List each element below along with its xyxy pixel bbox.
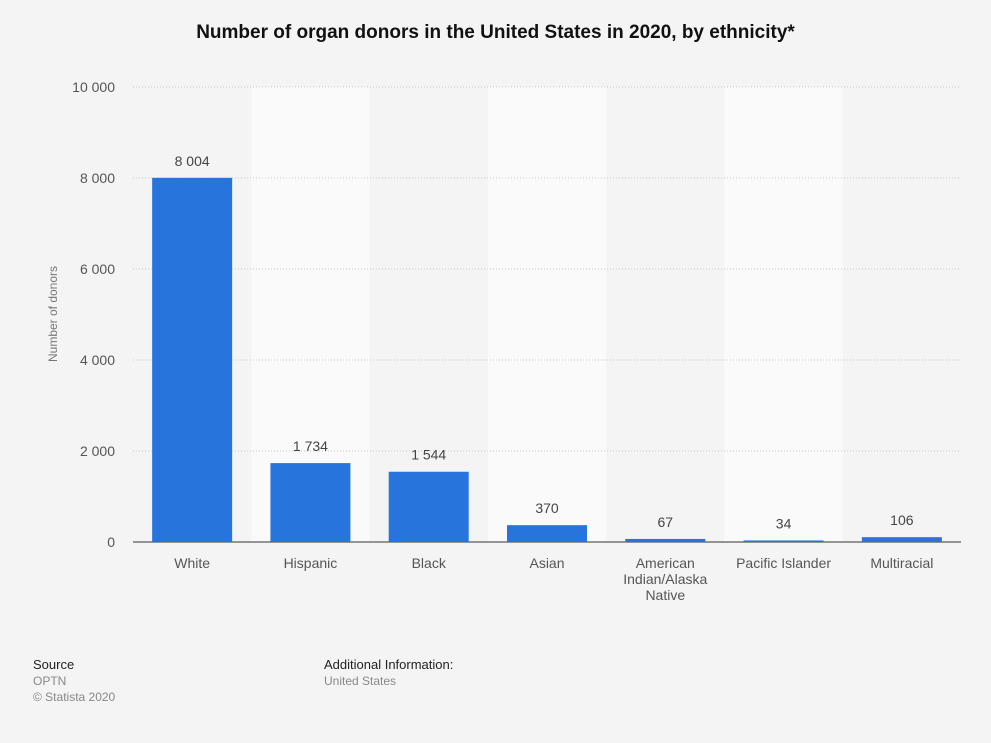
copyright-text: © Statista 2020 xyxy=(33,690,116,704)
bar-value-label: 34 xyxy=(776,515,792,531)
bar-value-label: 67 xyxy=(657,514,673,530)
chart-title: Number of organ donors in the United Sta… xyxy=(196,22,795,43)
x-tick-label: Indian/Alaska xyxy=(623,571,707,587)
y-tick-label: 10 000 xyxy=(72,79,115,95)
x-tick-label: Multiracial xyxy=(870,555,933,571)
y-axis-title: Number of donors xyxy=(46,266,60,362)
bar xyxy=(625,538,706,542)
bar-value-label: 8 004 xyxy=(175,153,210,169)
source-name: OPTN xyxy=(33,674,67,688)
y-tick-label: 8 000 xyxy=(80,170,115,186)
bar xyxy=(270,463,351,542)
bar xyxy=(388,471,469,542)
additional-info-block: Additional Information: United States xyxy=(324,657,453,689)
bar-value-label: 1 734 xyxy=(293,438,328,454)
y-tick-label: 2 000 xyxy=(80,443,115,459)
y-tick-label: 0 xyxy=(107,534,115,550)
bar xyxy=(507,525,587,542)
column-band xyxy=(487,87,607,542)
x-tick-label: Hispanic xyxy=(284,555,338,571)
additional-info-text: United States xyxy=(324,674,397,688)
additional-info-heading: Additional Information: xyxy=(324,657,454,672)
bar xyxy=(152,177,233,542)
y-tick-label: 6 000 xyxy=(80,261,115,277)
x-tick-label: White xyxy=(174,555,210,571)
x-tick-label: Asian xyxy=(529,555,564,571)
source-heading: Source xyxy=(33,657,75,672)
x-tick-label: American xyxy=(636,555,695,571)
bar-value-label: 370 xyxy=(535,500,559,516)
source-block: Source OPTN © Statista 2020 xyxy=(33,657,115,705)
bar-value-label: 106 xyxy=(890,512,914,528)
y-tick-label: 4 000 xyxy=(80,352,115,368)
x-tick-label: Native xyxy=(645,587,685,603)
bar xyxy=(861,537,942,542)
column-band xyxy=(724,87,843,542)
bar-value-label: 1 544 xyxy=(411,447,446,463)
bar xyxy=(743,540,824,542)
x-tick-label: Black xyxy=(412,555,447,571)
x-tick-label: Pacific Islander xyxy=(736,555,831,571)
